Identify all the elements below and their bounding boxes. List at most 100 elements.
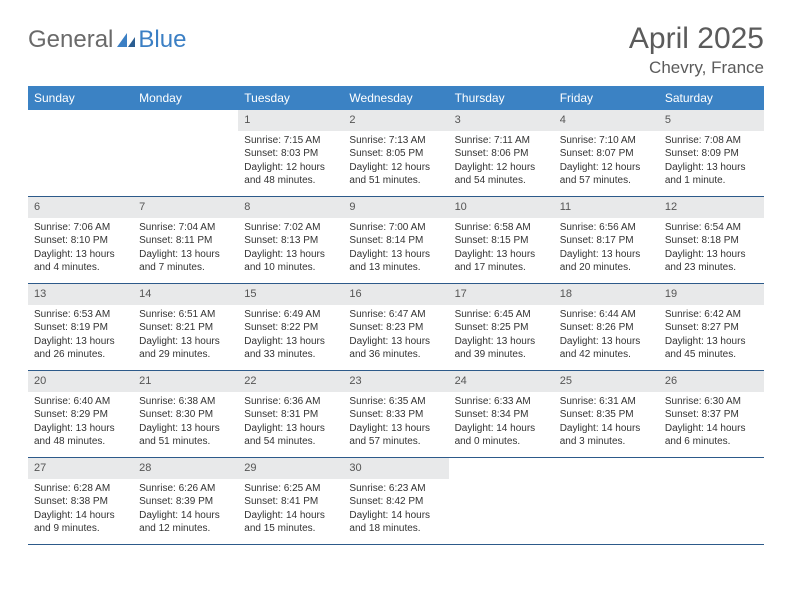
weekday-header: Thursday <box>449 86 554 110</box>
sunset-line: Sunset: 8:35 PM <box>560 408 653 422</box>
calendar-day-cell: 12Sunrise: 6:54 AMSunset: 8:18 PMDayligh… <box>659 197 764 283</box>
logo: General Blue <box>28 26 186 54</box>
day-number: 2 <box>343 110 448 131</box>
day-details: Sunrise: 6:44 AMSunset: 8:26 PMDaylight:… <box>554 305 659 362</box>
sunset-line: Sunset: 8:07 PM <box>560 147 653 161</box>
sunset-line: Sunset: 8:30 PM <box>139 408 232 422</box>
daylight-line: Daylight: 14 hours and 15 minutes. <box>244 509 337 536</box>
day-number: 13 <box>28 284 133 305</box>
sunrise-line: Sunrise: 6:45 AM <box>455 308 548 322</box>
logo-text-general: General <box>28 26 113 54</box>
calendar-day-cell: 30Sunrise: 6:23 AMSunset: 8:42 PMDayligh… <box>343 458 448 544</box>
sunrise-line: Sunrise: 6:25 AM <box>244 482 337 496</box>
sunset-line: Sunset: 8:13 PM <box>244 234 337 248</box>
calendar-day-cell: 18Sunrise: 6:44 AMSunset: 8:26 PMDayligh… <box>554 284 659 370</box>
day-details: Sunrise: 6:33 AMSunset: 8:34 PMDaylight:… <box>449 392 554 449</box>
daylight-line: Daylight: 12 hours and 57 minutes. <box>560 161 653 188</box>
daylight-line: Daylight: 13 hours and 39 minutes. <box>455 335 548 362</box>
day-number: 17 <box>449 284 554 305</box>
sunset-line: Sunset: 8:21 PM <box>139 321 232 335</box>
daylight-line: Daylight: 13 hours and 57 minutes. <box>349 422 442 449</box>
day-number: 11 <box>554 197 659 218</box>
sunset-line: Sunset: 8:11 PM <box>139 234 232 248</box>
page-title: April 2025 <box>629 22 764 56</box>
day-number: 18 <box>554 284 659 305</box>
day-details: Sunrise: 6:54 AMSunset: 8:18 PMDaylight:… <box>659 218 764 275</box>
day-number: 21 <box>133 371 238 392</box>
day-number: 6 <box>28 197 133 218</box>
daylight-line: Daylight: 13 hours and 54 minutes. <box>244 422 337 449</box>
sunset-line: Sunset: 8:05 PM <box>349 147 442 161</box>
daylight-line: Daylight: 13 hours and 1 minute. <box>665 161 758 188</box>
location-label: Chevry, France <box>629 58 764 78</box>
sunrise-line: Sunrise: 7:04 AM <box>139 221 232 235</box>
calendar-week-row: 27Sunrise: 6:28 AMSunset: 8:38 PMDayligh… <box>28 458 764 545</box>
sunrise-line: Sunrise: 6:54 AM <box>665 221 758 235</box>
sunrise-line: Sunrise: 6:51 AM <box>139 308 232 322</box>
day-number: 27 <box>28 458 133 479</box>
sunrise-line: Sunrise: 7:08 AM <box>665 134 758 148</box>
calendar-day-cell: . <box>554 458 659 544</box>
day-details: Sunrise: 6:30 AMSunset: 8:37 PMDaylight:… <box>659 392 764 449</box>
day-number: 16 <box>343 284 448 305</box>
day-details: Sunrise: 6:25 AMSunset: 8:41 PMDaylight:… <box>238 479 343 536</box>
daylight-line: Daylight: 13 hours and 4 minutes. <box>34 248 127 275</box>
day-details: Sunrise: 6:35 AMSunset: 8:33 PMDaylight:… <box>343 392 448 449</box>
day-details: Sunrise: 6:56 AMSunset: 8:17 PMDaylight:… <box>554 218 659 275</box>
calendar-day-cell: . <box>133 110 238 196</box>
day-number: 20 <box>28 371 133 392</box>
sunrise-line: Sunrise: 6:53 AM <box>34 308 127 322</box>
daylight-line: Daylight: 14 hours and 18 minutes. <box>349 509 442 536</box>
sunrise-line: Sunrise: 6:23 AM <box>349 482 442 496</box>
day-details: Sunrise: 6:58 AMSunset: 8:15 PMDaylight:… <box>449 218 554 275</box>
daylight-line: Daylight: 12 hours and 54 minutes. <box>455 161 548 188</box>
daylight-line: Daylight: 14 hours and 12 minutes. <box>139 509 232 536</box>
sunset-line: Sunset: 8:25 PM <box>455 321 548 335</box>
day-details: Sunrise: 7:04 AMSunset: 8:11 PMDaylight:… <box>133 218 238 275</box>
sunset-line: Sunset: 8:22 PM <box>244 321 337 335</box>
calendar-day-cell: 27Sunrise: 6:28 AMSunset: 8:38 PMDayligh… <box>28 458 133 544</box>
daylight-line: Daylight: 13 hours and 10 minutes. <box>244 248 337 275</box>
sunrise-line: Sunrise: 6:35 AM <box>349 395 442 409</box>
weekday-header: Tuesday <box>238 86 343 110</box>
day-number: 23 <box>343 371 448 392</box>
daylight-line: Daylight: 13 hours and 33 minutes. <box>244 335 337 362</box>
day-number: 3 <box>449 110 554 131</box>
daylight-line: Daylight: 14 hours and 0 minutes. <box>455 422 548 449</box>
calendar-day-cell: 14Sunrise: 6:51 AMSunset: 8:21 PMDayligh… <box>133 284 238 370</box>
day-details: Sunrise: 7:00 AMSunset: 8:14 PMDaylight:… <box>343 218 448 275</box>
sunset-line: Sunset: 8:19 PM <box>34 321 127 335</box>
calendar-day-cell: 17Sunrise: 6:45 AMSunset: 8:25 PMDayligh… <box>449 284 554 370</box>
sunset-line: Sunset: 8:37 PM <box>665 408 758 422</box>
daylight-line: Daylight: 13 hours and 48 minutes. <box>34 422 127 449</box>
calendar-day-cell: 6Sunrise: 7:06 AMSunset: 8:10 PMDaylight… <box>28 197 133 283</box>
calendar-day-cell: 13 Sunrise: 6:53 AMSunset: 8:19 PMDayligh… <box>28 284 133 370</box>
day-number: 19 <box>659 284 764 305</box>
weekday-header: Wednesday <box>343 86 448 110</box>
weekday-header: Friday <box>554 86 659 110</box>
sunrise-line: Sunrise: 7:10 AM <box>560 134 653 148</box>
day-details: Sunrise: 6:45 AMSunset: 8:25 PMDaylight:… <box>449 305 554 362</box>
sunset-line: Sunset: 8:29 PM <box>34 408 127 422</box>
day-details: Sunrise: 7:10 AMSunset: 8:07 PMDaylight:… <box>554 131 659 188</box>
daylight-line: Daylight: 13 hours and 29 minutes. <box>139 335 232 362</box>
calendar-day-cell: 29Sunrise: 6:25 AMSunset: 8:41 PMDayligh… <box>238 458 343 544</box>
day-details: Sunrise: 6:51 AMSunset: 8:21 PMDaylight:… <box>133 305 238 362</box>
daylight-line: Daylight: 13 hours and 7 minutes. <box>139 248 232 275</box>
calendar-day-cell: 16Sunrise: 6:47 AMSunset: 8:23 PMDayligh… <box>343 284 448 370</box>
day-details: Sunrise: 6:42 AMSunset: 8:27 PMDaylight:… <box>659 305 764 362</box>
calendar-day-cell: 8Sunrise: 7:02 AMSunset: 8:13 PMDaylight… <box>238 197 343 283</box>
calendar-day-cell: 21Sunrise: 6:38 AMSunset: 8:30 PMDayligh… <box>133 371 238 457</box>
day-number: 5 <box>659 110 764 131</box>
sunset-line: Sunset: 8:41 PM <box>244 495 337 509</box>
daylight-line: Daylight: 13 hours and 20 minutes. <box>560 248 653 275</box>
daylight-line: Daylight: 12 hours and 51 minutes. <box>349 161 442 188</box>
calendar-day-cell: 20Sunrise: 6:40 AMSunset: 8:29 PMDayligh… <box>28 371 133 457</box>
calendar-week-row: 20Sunrise: 6:40 AMSunset: 8:29 PMDayligh… <box>28 371 764 458</box>
calendar-week-row: 13Sunrise: 6:53 AMSunset: 8:19 PMDayligh… <box>28 284 764 371</box>
calendar-day-cell: 26Sunrise: 6:30 AMSunset: 8:37 PMDayligh… <box>659 371 764 457</box>
sunrise-line: Sunrise: 6:31 AM <box>560 395 653 409</box>
sunrise-line: Sunrise: 7:02 AM <box>244 221 337 235</box>
daylight-line: Daylight: 13 hours and 26 minutes. <box>34 335 127 362</box>
sunset-line: Sunset: 8:38 PM <box>34 495 127 509</box>
